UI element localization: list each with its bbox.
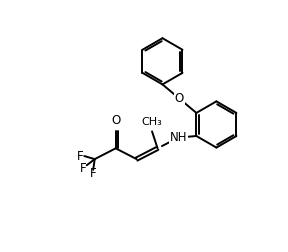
Text: O: O bbox=[111, 114, 121, 127]
Text: CH₃: CH₃ bbox=[142, 117, 162, 128]
Text: F: F bbox=[77, 149, 83, 163]
Text: F: F bbox=[90, 167, 96, 180]
Text: O: O bbox=[175, 92, 184, 105]
Text: F: F bbox=[80, 162, 86, 175]
Text: NH: NH bbox=[170, 131, 187, 144]
